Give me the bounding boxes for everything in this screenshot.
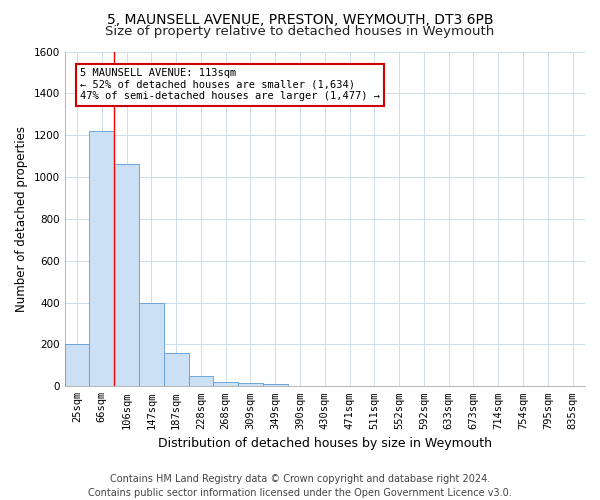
Bar xyxy=(65,344,89,387)
Text: Size of property relative to detached houses in Weymouth: Size of property relative to detached ho… xyxy=(106,25,494,38)
Bar xyxy=(114,164,139,386)
Bar xyxy=(263,384,287,386)
Bar xyxy=(139,302,164,386)
Bar xyxy=(214,382,238,386)
Bar xyxy=(89,131,114,386)
Text: 5 MAUNSELL AVENUE: 113sqm
← 52% of detached houses are smaller (1,634)
47% of se: 5 MAUNSELL AVENUE: 113sqm ← 52% of detac… xyxy=(80,68,380,102)
Bar xyxy=(238,383,263,386)
Text: Contains HM Land Registry data © Crown copyright and database right 2024.
Contai: Contains HM Land Registry data © Crown c… xyxy=(88,474,512,498)
Bar xyxy=(164,353,188,386)
Bar xyxy=(188,376,214,386)
Text: 5, MAUNSELL AVENUE, PRESTON, WEYMOUTH, DT3 6PB: 5, MAUNSELL AVENUE, PRESTON, WEYMOUTH, D… xyxy=(107,12,493,26)
Y-axis label: Number of detached properties: Number of detached properties xyxy=(15,126,28,312)
X-axis label: Distribution of detached houses by size in Weymouth: Distribution of detached houses by size … xyxy=(158,437,492,450)
